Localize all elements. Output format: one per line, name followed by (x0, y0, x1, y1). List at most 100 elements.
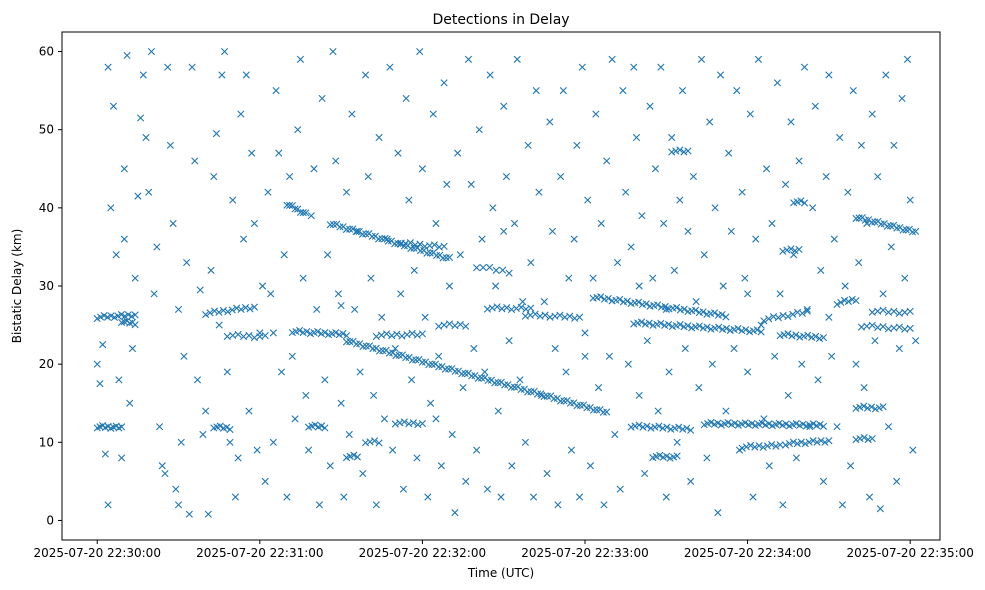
data-point (223, 332, 231, 341)
data-point (654, 407, 662, 415)
data-point (494, 407, 502, 415)
data-point (757, 321, 765, 329)
data-point (624, 360, 632, 368)
data-point (353, 453, 361, 461)
data-point (527, 258, 535, 267)
data-point (134, 192, 142, 200)
data-point (326, 462, 334, 470)
data-point (551, 344, 559, 353)
data-point (299, 209, 307, 217)
data-point (418, 330, 427, 338)
data-point (169, 219, 177, 228)
data-point (785, 439, 794, 448)
data-point (825, 437, 833, 445)
data-point (805, 438, 813, 446)
data-point (856, 435, 864, 443)
data-point (231, 493, 240, 501)
data-point (812, 332, 820, 340)
data-point (731, 419, 739, 427)
data-point (830, 235, 838, 243)
data-point (619, 87, 627, 95)
data-point (183, 258, 191, 267)
data-point (592, 110, 600, 118)
data-point (651, 165, 660, 173)
data-point (887, 243, 895, 251)
data-point (462, 322, 470, 330)
data-point (500, 227, 508, 235)
data-point (177, 438, 185, 446)
data-point (218, 71, 226, 79)
data-point (681, 344, 689, 353)
data-point (895, 344, 903, 353)
x-tick-label: 2025-07-20 22:32:00 (359, 546, 486, 560)
data-point (718, 310, 726, 319)
data-point (538, 391, 546, 400)
y-tick-label: 10 (39, 435, 54, 449)
data-point (600, 501, 608, 509)
data-point (813, 438, 821, 446)
data-point (868, 434, 876, 443)
data-point (573, 141, 581, 149)
data-point (131, 321, 139, 329)
data-point (800, 199, 809, 207)
data-point (758, 419, 766, 427)
data-point (548, 227, 557, 235)
data-point (432, 415, 440, 423)
data-point (809, 204, 817, 212)
data-point (493, 303, 501, 311)
data-point (676, 146, 684, 154)
data-point (774, 314, 782, 322)
data-point (115, 376, 123, 384)
y-tick-label: 60 (39, 45, 54, 59)
data-point (405, 420, 413, 428)
data-point (215, 308, 223, 316)
data-point (784, 330, 792, 338)
data-point (697, 55, 706, 63)
data-point (638, 212, 646, 220)
data-point (339, 330, 347, 338)
data-point (340, 493, 348, 501)
data-point (597, 293, 605, 301)
data-point (414, 421, 422, 429)
data-point (126, 399, 134, 407)
data-point (749, 493, 757, 501)
data-point (473, 446, 481, 454)
data-point (294, 126, 302, 134)
data-point (109, 102, 118, 110)
data-point (473, 264, 481, 272)
data-point (646, 102, 654, 110)
data-point (663, 452, 671, 460)
data-point (895, 309, 903, 317)
data-point (578, 63, 586, 71)
data-point (687, 477, 695, 485)
data-point (789, 438, 798, 446)
data-point (497, 493, 505, 501)
data-point (790, 251, 798, 259)
data-point (822, 172, 830, 181)
data-point (408, 329, 416, 337)
data-point (874, 172, 882, 181)
data-point (120, 165, 128, 173)
data-point (386, 63, 394, 71)
data-point (795, 245, 803, 254)
data-points (93, 47, 920, 518)
data-point (318, 422, 326, 430)
data-point (521, 438, 529, 446)
data-point (445, 320, 454, 328)
data-point (426, 399, 435, 407)
data-point (836, 133, 844, 142)
data-point (475, 126, 483, 134)
data-point (391, 344, 399, 353)
data-point (296, 55, 305, 63)
data-point (641, 469, 649, 478)
data-point (416, 240, 424, 248)
data-point (844, 188, 852, 196)
data-point (489, 204, 497, 212)
data-point (744, 368, 752, 376)
data-point (483, 305, 492, 313)
data-point (104, 63, 112, 71)
data-point (393, 330, 401, 338)
data-point (811, 102, 819, 110)
data-point (188, 63, 196, 71)
data-point (680, 305, 688, 313)
